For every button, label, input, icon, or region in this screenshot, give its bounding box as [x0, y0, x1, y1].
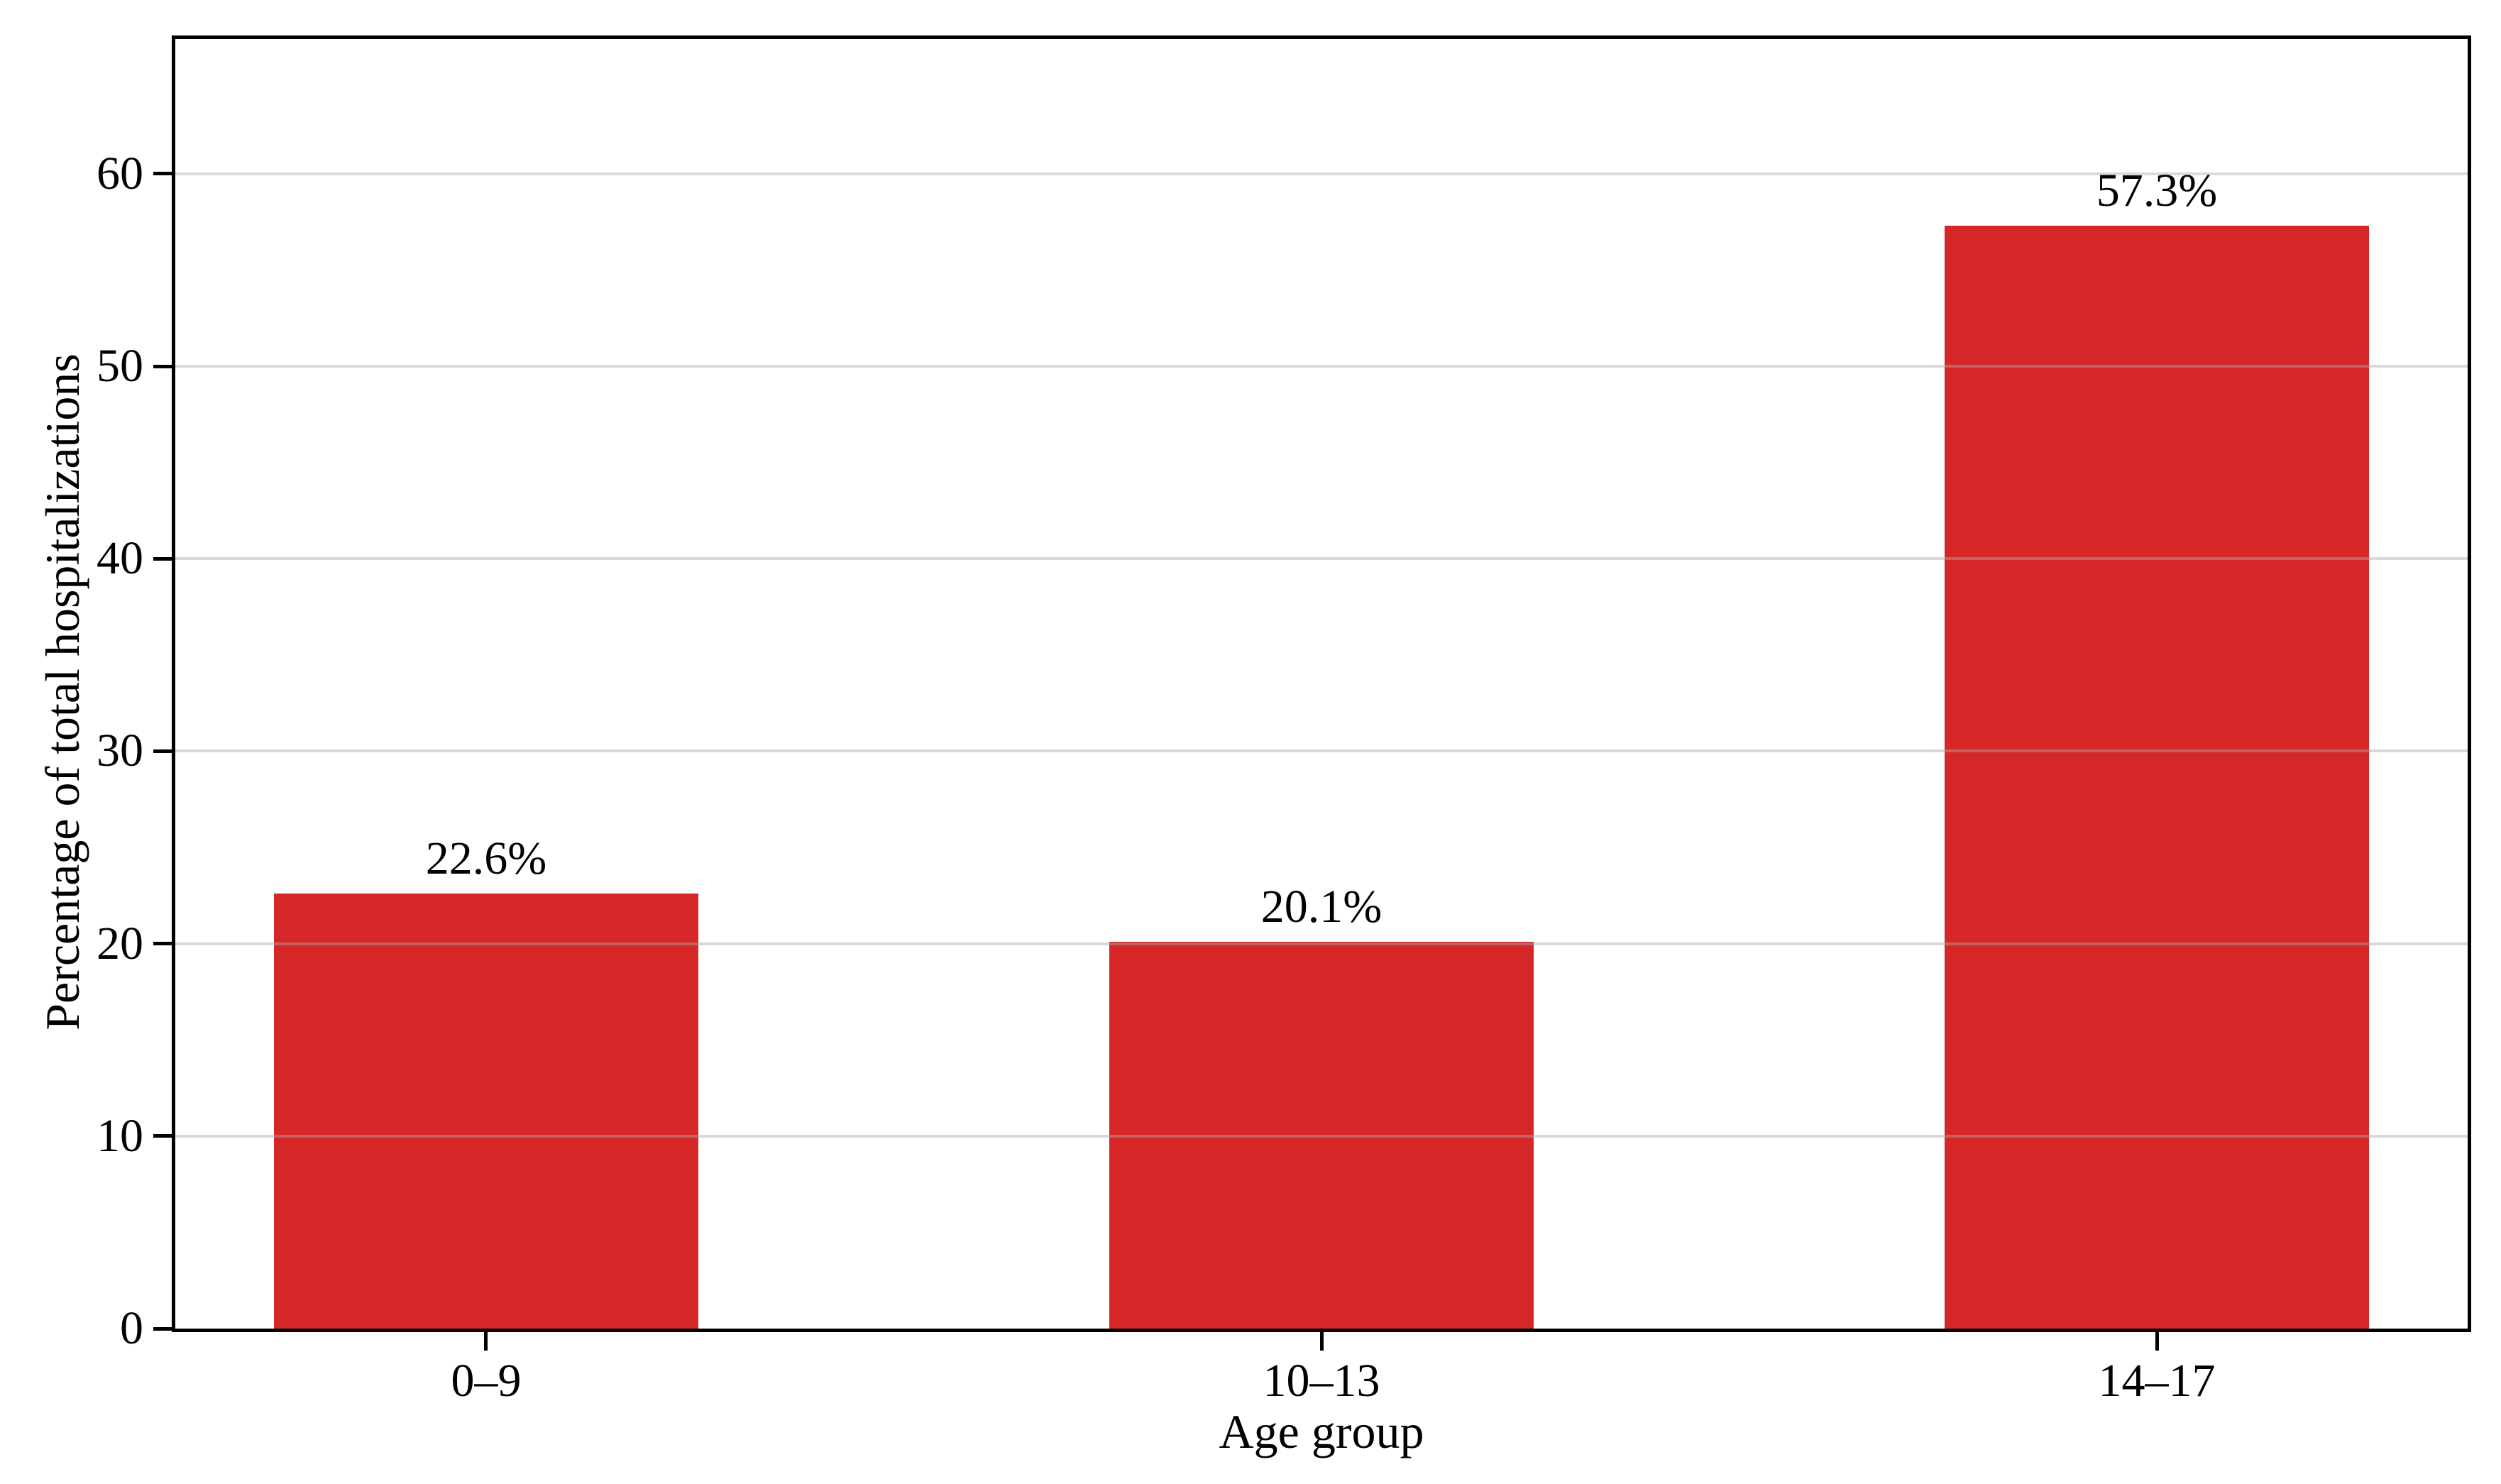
- x-tick-label: 0–9: [451, 1355, 522, 1407]
- x-axis-title: Age group: [1219, 1405, 1424, 1458]
- y-tick-label: 0: [120, 1302, 143, 1354]
- gridline: [175, 557, 2468, 561]
- gridline: [175, 942, 2468, 945]
- bar-value-label: 20.1%: [1260, 880, 1383, 933]
- y-tick-mark: [153, 749, 172, 753]
- y-tick-label: 10: [97, 1109, 143, 1162]
- gridline: [175, 1134, 2468, 1138]
- y-tick-label: 60: [97, 147, 143, 199]
- x-tick-mark: [484, 1332, 488, 1351]
- y-tick-mark: [153, 1326, 172, 1331]
- y-tick-mark: [153, 172, 172, 176]
- y-tick-label: 30: [97, 725, 143, 777]
- y-tick-label: 40: [97, 532, 143, 585]
- y-tick-mark: [153, 942, 172, 946]
- bar: [1945, 226, 2369, 1329]
- y-tick-label: 20: [97, 917, 143, 969]
- y-tick-mark: [153, 1134, 172, 1138]
- bar-value-label: 57.3%: [2096, 165, 2218, 217]
- gridline: [175, 365, 2468, 368]
- y-tick-mark: [153, 556, 172, 561]
- y-tick-mark: [153, 364, 172, 368]
- x-tick-mark: [1319, 1332, 1324, 1351]
- gridline: [175, 172, 2468, 175]
- bar: [1109, 941, 1534, 1329]
- bar: [274, 894, 698, 1329]
- y-tick-label: 50: [97, 340, 143, 392]
- bar-value-label: 22.6%: [425, 832, 547, 885]
- x-tick-label: 10–13: [1263, 1355, 1380, 1407]
- gridline: [175, 749, 2468, 753]
- x-tick-label: 14–17: [2098, 1355, 2216, 1407]
- x-tick-mark: [2155, 1332, 2159, 1351]
